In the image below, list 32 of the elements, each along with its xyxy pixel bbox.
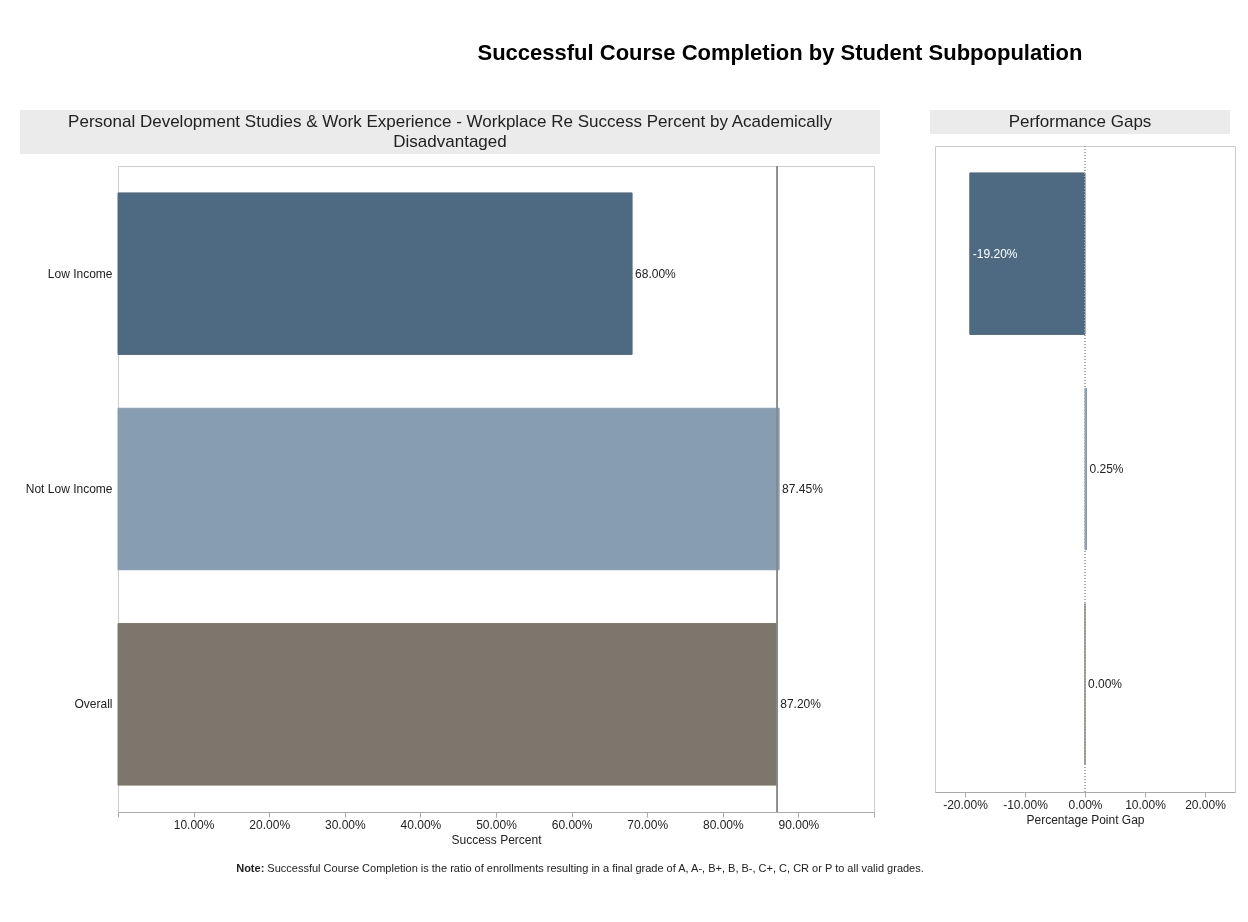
bar: [117, 192, 633, 355]
x-tick-label: 60.00%: [551, 817, 593, 832]
x-tick-label: 40.00%: [400, 817, 442, 832]
bar: [117, 623, 778, 786]
x-axis-title: Success Percent: [451, 832, 543, 847]
y-tick-label: Not Low Income: [25, 482, 113, 496]
x-tick-label: 90.00%: [778, 817, 820, 832]
data-label: 0.25%: [1089, 462, 1124, 476]
x-tick-label: 20.00%: [249, 817, 291, 832]
x-tick-label: 0.00%: [1068, 797, 1103, 812]
chart-subtitle: Personal Development Studies & Work Experience - Workplace Re Success Percent by Academically Disadvantaged: [20, 110, 880, 154]
x-tick-label: 80.00%: [702, 817, 744, 832]
x-tick-label: 70.00%: [627, 817, 669, 832]
bar: [117, 407, 780, 571]
x-tick-label: 20.00%: [1185, 797, 1227, 812]
x-axis-title: Percentage Point Gap: [1026, 812, 1145, 827]
data-label: 87.45%: [782, 482, 824, 496]
y-tick-label: Overall: [74, 697, 113, 712]
chart-title: Successful Course Completion by Student Subpopulation: [476, 40, 1084, 66]
data-label: 0.00%: [1088, 677, 1123, 692]
x-tick-label: 50.00%: [476, 817, 518, 832]
x-tick-label: 10.00%: [173, 817, 215, 832]
data-label: 87.20%: [780, 697, 822, 712]
chart-title: Performance Gaps: [930, 110, 1230, 134]
x-tick-label: -10.00%: [1003, 797, 1049, 812]
data-label: 68.00%: [635, 266, 677, 281]
x-tick-label: -20.00%: [943, 797, 989, 812]
x-tick-label: 30.00%: [324, 817, 366, 832]
data-label: -19.20%: [972, 246, 1018, 261]
x-tick-label: 10.00%: [1125, 797, 1167, 812]
y-tick-label: Low Income: [47, 266, 113, 281]
text: Note: Successful Course Completion is the ratio of enrollments resulting in a final grade of A, A-, B+, B, B-, C+, C, CR or P to all valid grades.: [235, 862, 925, 874]
